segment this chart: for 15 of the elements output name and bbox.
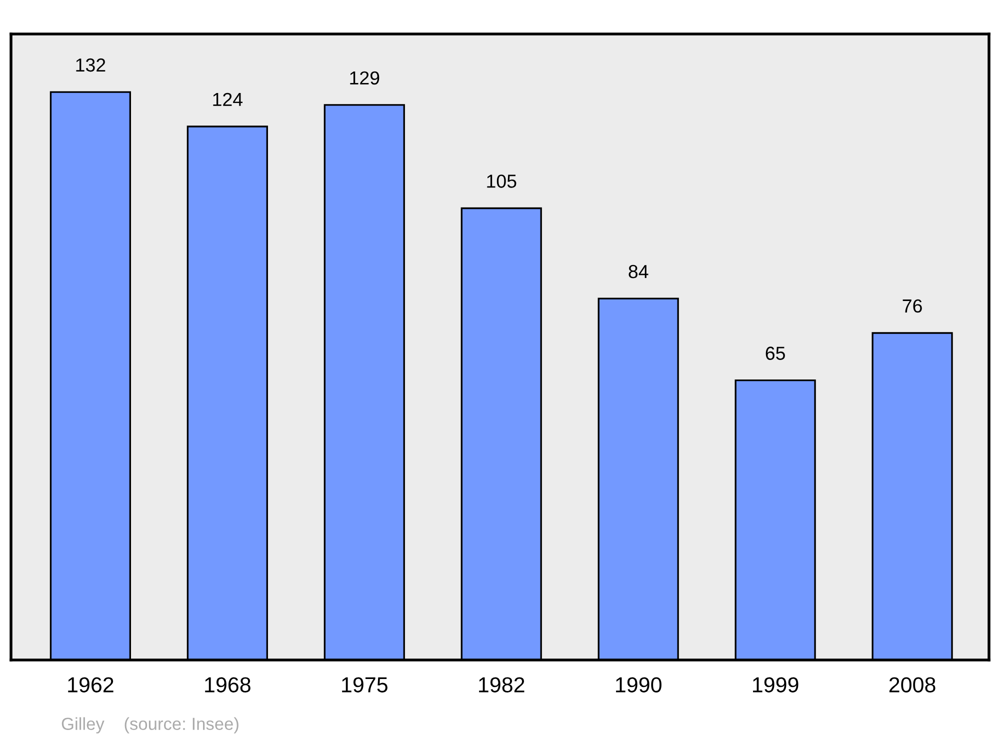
x-tick-label: 2008 (889, 677, 936, 692)
data-label: 129 (350, 71, 380, 85)
x-tick-label: 1975 (342, 677, 388, 692)
data-label: 132 (76, 58, 106, 72)
data-label: 84 (628, 264, 648, 278)
x-tick-label: 1982 (479, 677, 524, 692)
x-tick-label: 1999 (753, 677, 798, 692)
data-label: 76 (902, 299, 922, 313)
x-tick-label: 1962 (68, 677, 114, 692)
data-label: 124 (213, 92, 243, 106)
data-label: 105 (487, 174, 516, 188)
text: Gilley (source: Insee) (62, 717, 238, 734)
data-label: 65 (766, 346, 785, 360)
x-tick-label: 1990 (616, 677, 662, 692)
x-tick-label: 1968 (205, 677, 250, 692)
